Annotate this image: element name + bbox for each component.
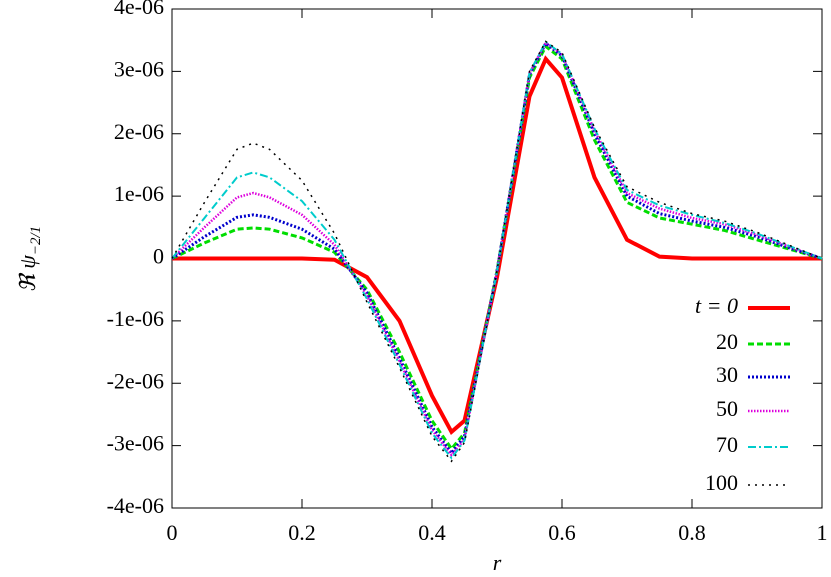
y-tick-label: -3e-06 xyxy=(107,431,164,456)
legend-label: 50 xyxy=(716,396,738,421)
x-tick-label: 0.8 xyxy=(678,520,706,545)
y-tick-label: 1e-06 xyxy=(114,181,164,206)
x-tick-label: 0.6 xyxy=(548,520,576,545)
x-tick-label: 1 xyxy=(817,520,828,545)
x-tick-label: 0.2 xyxy=(288,520,316,545)
legend-label: 100 xyxy=(705,470,738,495)
x-tick-label: 0 xyxy=(167,520,178,545)
y-tick-label: -4e-06 xyxy=(107,493,164,518)
x-tick-label: 0.4 xyxy=(418,520,446,545)
y-tick-label: 2e-06 xyxy=(114,119,164,144)
y-axis-label-main: ℜ ψ xyxy=(15,255,40,292)
y-tick-label: -2e-06 xyxy=(107,368,164,393)
legend-label: 30 xyxy=(716,362,738,387)
y-tick-label: 0 xyxy=(153,244,164,269)
legend-label: 20 xyxy=(716,329,738,354)
y-tick-label: 4e-06 xyxy=(114,0,164,19)
x-axis-label: r xyxy=(493,550,502,575)
y-tick-label: 3e-06 xyxy=(114,56,164,81)
y-axis-label: ℜ ψ−2/1 xyxy=(15,226,44,292)
series-line xyxy=(171,41,823,456)
legend-label: t = 0 xyxy=(695,293,738,318)
legend-label: 70 xyxy=(716,432,738,457)
y-tick-label: -1e-06 xyxy=(107,306,164,331)
y-axis-label-sub: −2/1 xyxy=(28,226,44,255)
series-line xyxy=(171,40,823,457)
series-line xyxy=(171,40,823,460)
series-line xyxy=(171,40,823,463)
series-line xyxy=(171,44,823,452)
